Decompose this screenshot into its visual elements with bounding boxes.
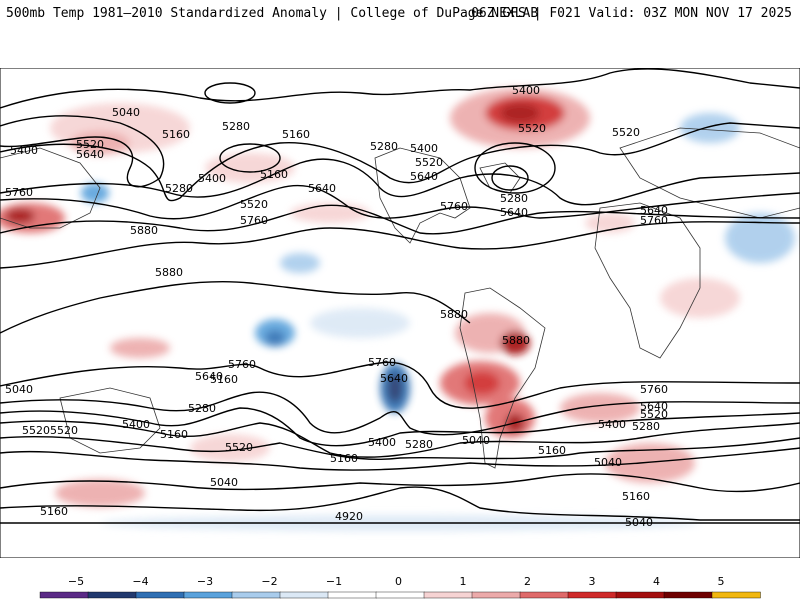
contour-label: 5760	[240, 214, 268, 227]
contour-label: 5160	[282, 128, 310, 141]
contour-label: 5400	[198, 172, 226, 185]
contour-label: 5160	[40, 505, 68, 518]
colorbar-segment	[183, 591, 233, 599]
contour-label: 5760	[5, 186, 33, 199]
contour-label: 5520	[518, 122, 546, 135]
colorbar-tick-label: −5	[68, 575, 84, 588]
contour-label: 5040	[462, 434, 490, 447]
colorbar-ticks: −5 −4 −3 −2 −1 0 1 2 3 4 5	[68, 575, 725, 588]
colorbar-segment	[135, 591, 185, 599]
contour-label: 5640	[380, 372, 408, 385]
colorbar-tick-label: 2	[524, 575, 531, 588]
contour-label: 5760	[640, 383, 668, 396]
contour-label: 5520	[50, 424, 78, 437]
contour-label: 5640	[308, 182, 336, 195]
colorbar-segment	[711, 591, 761, 599]
contour-label: 5400	[512, 84, 540, 97]
colorbar-segment	[231, 591, 281, 599]
contour-label: 5640	[195, 370, 223, 383]
contour-label: 5520	[240, 198, 268, 211]
contour-label: 5280	[500, 192, 528, 205]
contour-label: 5400	[368, 436, 396, 449]
contour-label: 5160	[260, 168, 288, 181]
colorbar-segment	[423, 591, 473, 599]
map-title: 500mb Temp 1981–2010 Standardized Anomal…	[6, 6, 539, 21]
contour-label: 5160	[622, 490, 650, 503]
height-contours	[0, 68, 800, 524]
colorbar-tick-label: −2	[261, 575, 277, 588]
colorbar-segment	[663, 591, 713, 599]
contour-label: 5880	[502, 334, 530, 347]
contour-label: 5160	[538, 444, 566, 457]
colorbar-segment	[87, 591, 137, 599]
contour-label: 5040	[5, 383, 33, 396]
contour-label: 5280	[405, 438, 433, 451]
anomaly-shading	[0, 88, 795, 531]
contour-label: 5280	[188, 402, 216, 415]
contour-label: 5760	[440, 200, 468, 213]
contour-label: 5160	[330, 452, 358, 465]
contour-label: 5520	[640, 408, 668, 421]
colorbar-tick-label: 4	[653, 575, 660, 588]
contour-label: 5040	[625, 516, 653, 529]
colorbar-tick-label: −3	[197, 575, 213, 588]
contour-label: 5640	[76, 148, 104, 161]
colorbar-tick-label: −1	[326, 575, 342, 588]
contour-label: 5040	[210, 476, 238, 489]
contour-label: 5400	[122, 418, 150, 431]
model-valid-time: 06Z GFS | F021 Valid: 03Z MON NOV 17 202…	[471, 6, 792, 21]
contour-label: 5760	[228, 358, 256, 371]
colorbar-segment	[327, 591, 377, 599]
anomaly-colorbar: −5 −4 −3 −2 −1 0 1 2 3 4 5	[39, 575, 761, 599]
contour-label: 5640	[640, 400, 668, 413]
anomaly-map: 5040 5160 5280 5160 5400 5520 5640 5280 …	[0, 68, 800, 558]
contour-label: 5400	[598, 418, 626, 431]
colorbar-segment	[567, 591, 617, 599]
contour-label: 5160	[210, 373, 238, 386]
colorbar-segment	[615, 591, 665, 599]
contour-label: 5760	[368, 356, 396, 369]
contour-label: 5040	[594, 456, 622, 469]
contour-label: 5160	[160, 428, 188, 441]
colorbar-tick-label: −4	[132, 575, 148, 588]
colorbar-segment	[471, 591, 521, 599]
contour-label: 5400	[10, 144, 38, 157]
contour-label: 5880	[130, 224, 158, 237]
contour-label: 5760	[640, 214, 668, 227]
colorbar-tick-label: 3	[589, 575, 596, 588]
colorbar-segment	[375, 591, 425, 599]
colorbar-tick-label: 1	[460, 575, 467, 588]
colorbar-tick-label: 0	[395, 575, 402, 588]
contour-label: 5280	[165, 182, 193, 195]
contour-label: 5520	[415, 156, 443, 169]
contour-label: 5280	[370, 140, 398, 153]
contour-label: 5520	[612, 126, 640, 139]
contour-label: 5880	[440, 308, 468, 321]
contour-label: 5520	[22, 424, 50, 437]
contour-label: 5520	[225, 441, 253, 454]
colorbar-segment	[279, 591, 329, 599]
contour-label: 5040	[112, 106, 140, 119]
contour-label: 5280	[222, 120, 250, 133]
colorbar-tick-label: 5	[718, 575, 725, 588]
contour-label: 5880	[155, 266, 183, 279]
contour-label: 5640	[500, 206, 528, 219]
contour-label: 4920	[335, 510, 363, 523]
colorbar-segments	[39, 591, 761, 599]
contour-label: 5280	[632, 420, 660, 433]
colorbar-segment	[39, 591, 89, 599]
colorbar-segment	[519, 591, 569, 599]
contour-label: 5160	[162, 128, 190, 141]
contour-label-group: 5040 5160 5280 5160 5400 5520 5640 5280 …	[5, 84, 668, 529]
contour-label: 5400	[410, 142, 438, 155]
contour-label: 5640	[640, 204, 668, 217]
contour-label: 5640	[410, 170, 438, 183]
contour-label: 5520	[76, 138, 104, 151]
